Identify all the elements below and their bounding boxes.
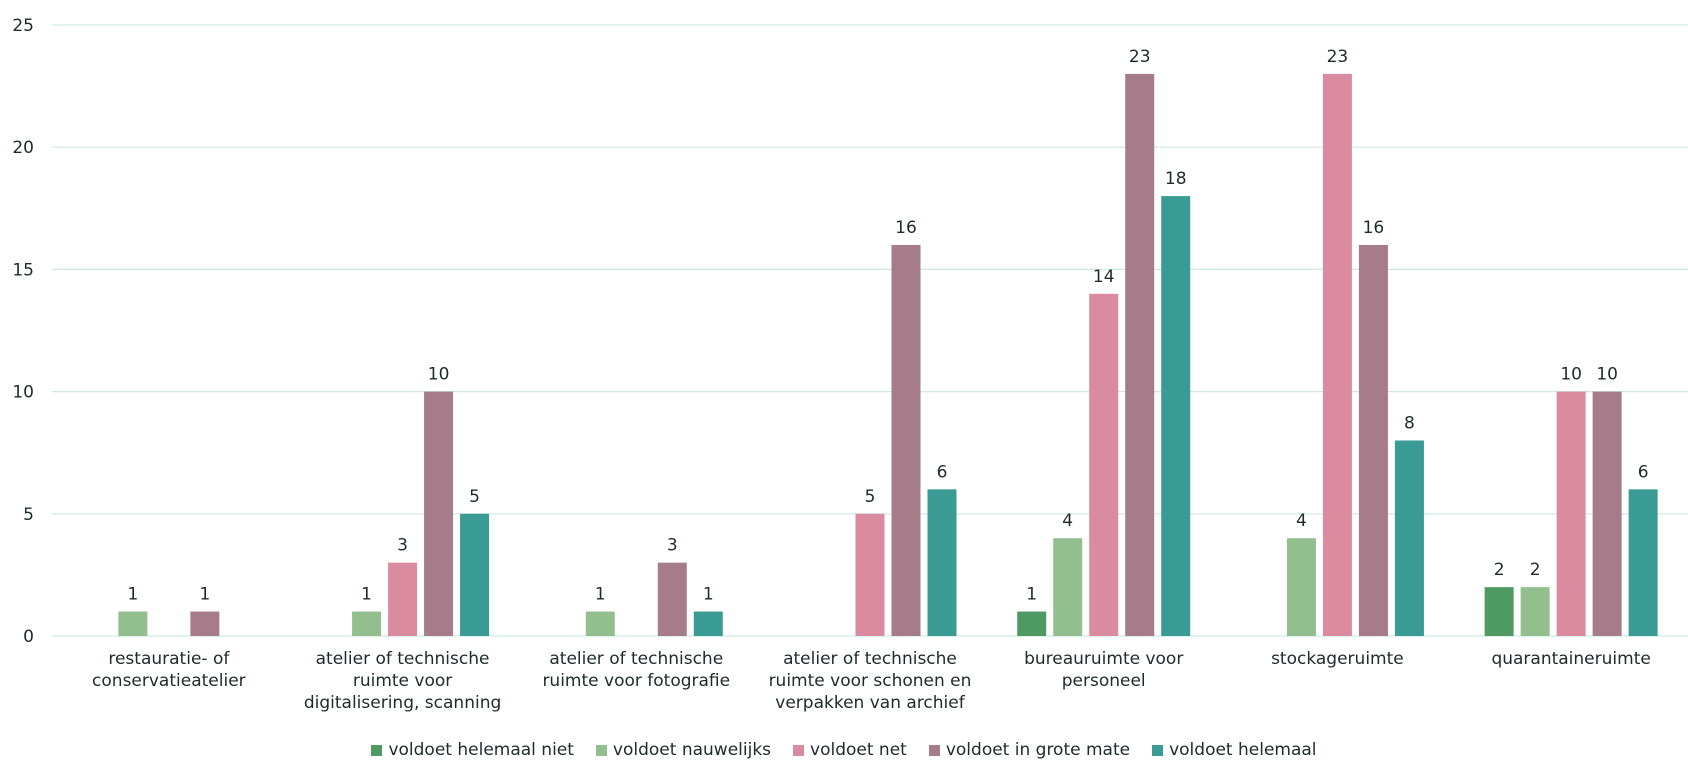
bar: [1556, 391, 1586, 636]
bar: [1628, 489, 1658, 636]
bar: [118, 611, 148, 636]
legend-swatch: [793, 744, 805, 756]
data-label: 3: [397, 536, 408, 556]
data-label: 5: [865, 487, 876, 507]
bar: [424, 391, 454, 636]
legend-label: voldoet helemaal niet: [388, 740, 574, 760]
x-tick-label: bureauruimte voor personeel: [1024, 649, 1184, 691]
data-label: 4: [1062, 511, 1073, 531]
bar: [855, 513, 885, 636]
y-tick-label: 5: [23, 505, 34, 525]
legend-item: voldoet net: [793, 740, 907, 760]
data-label: 2: [1494, 560, 1505, 580]
bar: [1017, 611, 1047, 636]
x-tick-label: restauratie- of conservatieatelier: [92, 649, 246, 691]
x-tick-label: quarantaineruimte: [1491, 649, 1651, 669]
legend-label: voldoet helemaal: [1169, 740, 1317, 760]
data-label: 18: [1165, 169, 1187, 189]
bar: [352, 611, 382, 636]
data-label: 5: [469, 487, 480, 507]
data-label: 4: [1296, 511, 1307, 531]
data-label: 14: [1093, 267, 1115, 287]
x-tick-label: atelier of technische ruimte voor fotogr…: [542, 649, 731, 691]
data-label: 1: [595, 585, 606, 605]
data-label: 1: [361, 585, 372, 605]
bar: [1394, 440, 1424, 636]
bar: [693, 611, 723, 636]
data-label: 8: [1404, 413, 1415, 433]
bar: [1053, 538, 1083, 636]
legend-swatch: [595, 744, 607, 756]
bar: [1592, 391, 1622, 636]
bar: [1322, 73, 1352, 636]
legend-item: voldoet helemaal niet: [371, 740, 574, 760]
bar: [657, 562, 687, 636]
data-label: 23: [1129, 47, 1151, 67]
y-tick-label: 15: [12, 260, 34, 280]
bar: [388, 562, 418, 636]
legend-swatch: [1152, 744, 1164, 756]
data-label: 10: [428, 365, 450, 385]
bar: [1520, 587, 1550, 636]
bar: [190, 611, 220, 636]
bar: [460, 513, 490, 636]
y-tick-label: 20: [12, 138, 34, 158]
legend: voldoet helemaal niet voldoet nauwelijks v…: [0, 740, 1688, 760]
data-label: 6: [937, 462, 948, 482]
bar: [1484, 587, 1514, 636]
y-tick-label: 25: [12, 16, 34, 36]
data-label: 10: [1596, 365, 1618, 385]
x-tick-label: stockageruimte: [1271, 649, 1404, 669]
bar: [1358, 244, 1388, 636]
legend-label: voldoet nauwelijks: [612, 740, 772, 760]
data-label: 1: [1026, 585, 1037, 605]
legend-swatch: [371, 744, 383, 756]
data-label: 6: [1638, 462, 1649, 482]
bar: [1089, 293, 1119, 636]
legend-label: voldoet net: [810, 740, 907, 760]
bar: [1125, 73, 1155, 636]
legend-item: voldoet in grote mate: [928, 740, 1131, 760]
bar: [1286, 538, 1316, 636]
legend-swatch: [928, 744, 940, 756]
data-label: 16: [895, 218, 917, 238]
data-label: 23: [1327, 47, 1349, 67]
bar: [891, 244, 921, 636]
data-label: 1: [703, 585, 714, 605]
bar: [585, 611, 615, 636]
data-label: 3: [667, 536, 678, 556]
legend-item: voldoet nauwelijks: [595, 740, 772, 760]
data-label: 1: [199, 585, 210, 605]
bar: [1161, 196, 1191, 636]
legend-label: voldoet in grote mate: [945, 740, 1131, 760]
bar: [927, 489, 957, 636]
data-label: 16: [1363, 218, 1385, 238]
y-tick-label: 10: [12, 383, 34, 403]
data-label: 2: [1530, 560, 1541, 580]
data-label: 10: [1560, 365, 1582, 385]
y-tick-label: 0: [23, 627, 34, 647]
x-tick-label: atelier of technische ruimte voor schone…: [768, 649, 972, 713]
x-tick-label: atelier of technische ruimte voor digita…: [303, 649, 502, 713]
legend-item: voldoet helemaal: [1152, 740, 1317, 760]
data-label: 1: [127, 585, 138, 605]
